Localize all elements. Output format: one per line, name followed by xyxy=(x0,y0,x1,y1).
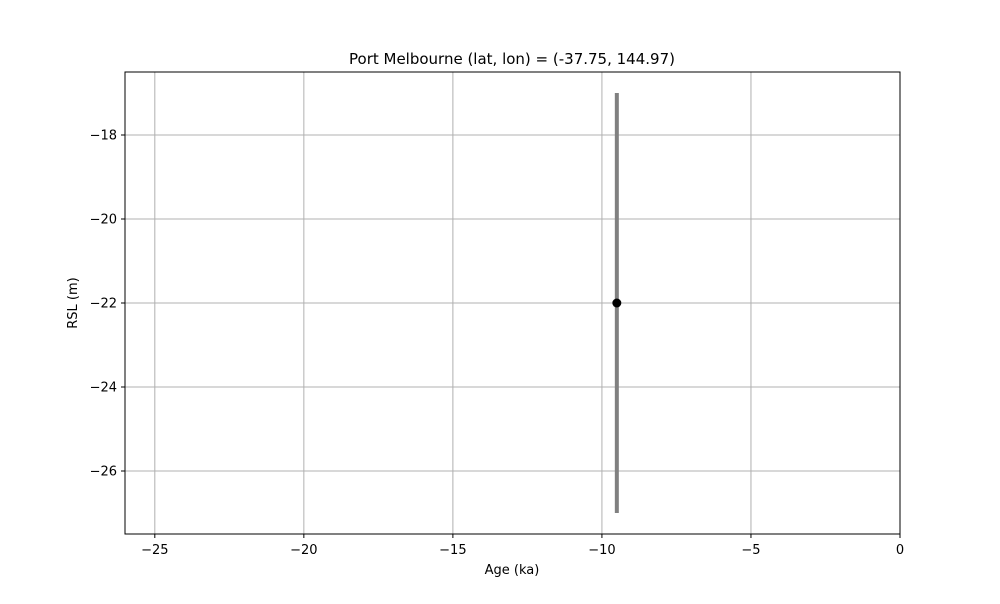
x-axis-ticks: −25 −20 −15 −10 −5 0 xyxy=(141,534,904,558)
y-tick-label: −20 xyxy=(90,213,117,228)
y-tick-label: −26 xyxy=(90,465,117,480)
x-axis-label: Age (ka) xyxy=(485,563,540,578)
x-tick-label: −5 xyxy=(741,543,760,558)
x-tick-label: −25 xyxy=(141,543,168,558)
y-tick-label: −22 xyxy=(90,297,117,312)
x-tick-label: −10 xyxy=(588,543,615,558)
x-tick-label: −20 xyxy=(290,543,317,558)
y-tick-label: −24 xyxy=(90,381,117,396)
grid-lines xyxy=(125,72,901,534)
chart-title: Port Melbourne (lat, lon) = (-37.75, 144… xyxy=(349,50,675,68)
data-point xyxy=(612,298,622,308)
y-tick-label: −18 xyxy=(90,129,117,144)
y-axis-label: RSL (m) xyxy=(66,277,81,328)
y-axis-ticks: −18 −20 −22 −24 −26 xyxy=(90,129,125,480)
x-tick-label: 0 xyxy=(896,543,904,558)
x-tick-label: −15 xyxy=(439,543,466,558)
data-points xyxy=(612,298,622,308)
